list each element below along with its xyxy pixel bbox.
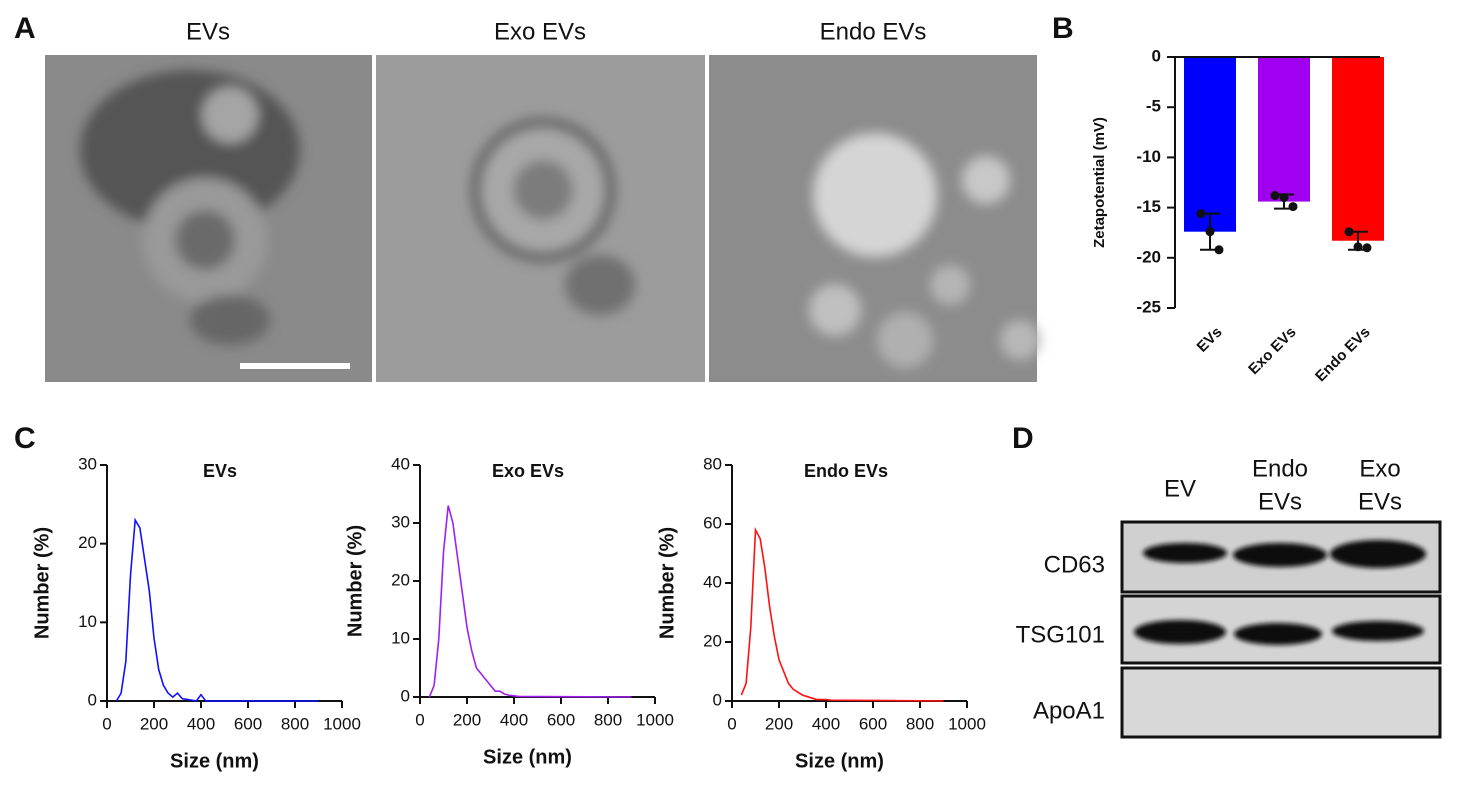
data-point	[1196, 209, 1206, 219]
y-tick-label: 20	[703, 631, 722, 650]
y-tick-label: 40	[703, 572, 722, 591]
x-axis-title: Size (nm)	[170, 750, 259, 772]
x-tick-label: 400	[187, 714, 215, 733]
y-axis-title: Number (%)	[31, 527, 53, 639]
y-axis-title: Zetapotential (mV)	[1091, 117, 1108, 248]
tem-image	[709, 55, 1040, 382]
y-tick-label: 30	[78, 454, 97, 473]
y-axis-title: Number (%)	[656, 527, 678, 639]
image-title: EVs	[186, 18, 230, 45]
x-tick-label: 800	[281, 714, 309, 733]
bar	[1184, 57, 1236, 232]
y-tick-label: 10	[78, 612, 97, 631]
x-tick-label: 0	[102, 714, 111, 733]
y-tick-label: 60	[703, 513, 722, 532]
panel-label: D	[1012, 422, 1034, 455]
x-tick-label: 800	[594, 710, 622, 729]
x-tick-label: Endo EVs	[1312, 324, 1374, 386]
x-tick-label: 600	[547, 710, 575, 729]
y-tick-label: 20	[391, 570, 410, 589]
y-tick-label: 0	[713, 690, 722, 709]
x-tick-label: 400	[812, 714, 840, 733]
lane-label: EVs	[1258, 488, 1302, 515]
y-tick-label: 10	[391, 628, 410, 647]
y-tick-label: 40	[391, 454, 410, 473]
size-distribution-line	[115, 517, 319, 702]
bar	[1258, 57, 1310, 202]
y-tick-label: 0	[401, 686, 410, 705]
data-point	[1205, 227, 1215, 237]
y-tick-label: -10	[1136, 147, 1161, 166]
x-axis-title: Size (nm)	[795, 750, 884, 772]
y-tick-label: 30	[391, 512, 410, 531]
x-tick-label: 0	[727, 714, 736, 733]
x-tick-label: 200	[765, 714, 793, 733]
data-point	[1362, 243, 1372, 253]
x-tick-label: 600	[859, 714, 887, 733]
data-point	[1344, 227, 1354, 237]
protein-label: ApoA1	[1033, 697, 1105, 724]
lane-label: Exo	[1359, 455, 1400, 482]
y-tick-label: -25	[1136, 297, 1161, 316]
image-title: Exo EVs	[494, 18, 586, 45]
y-tick-label: -20	[1136, 247, 1161, 266]
y-tick-label: 0	[88, 690, 97, 709]
chart-title: EVs	[203, 461, 237, 481]
lane-label: Endo	[1252, 455, 1308, 482]
x-tick-label: 200	[453, 710, 481, 729]
x-tick-label: 400	[500, 710, 528, 729]
chart-title: Exo EVs	[492, 461, 564, 481]
x-tick-label: 1000	[948, 714, 986, 733]
data-point	[1214, 245, 1224, 255]
y-tick-label: 80	[703, 454, 722, 473]
x-tick-label: 800	[906, 714, 934, 733]
blot-image	[1120, 520, 1442, 739]
tem-image	[45, 55, 372, 382]
x-tick-label: 1000	[636, 710, 674, 729]
size-distribution-line	[428, 505, 632, 698]
image-title: Endo EVs	[820, 18, 927, 45]
axes	[419, 465, 655, 698]
data-point	[1279, 193, 1289, 203]
bar	[1332, 57, 1384, 241]
axes	[106, 465, 342, 702]
protein-label: CD63	[1044, 551, 1105, 578]
x-tick-label: 1000	[323, 714, 361, 733]
tem-image	[376, 55, 705, 382]
lane-label: EVs	[1358, 488, 1402, 515]
panel-label: B	[1052, 12, 1074, 45]
y-axis-title: Number (%)	[344, 525, 366, 637]
size-distribution-line	[740, 526, 944, 702]
x-tick-label: 600	[234, 714, 262, 733]
lane-label: EV	[1164, 475, 1196, 502]
panel-label: A	[14, 12, 36, 45]
chart-title: Endo EVs	[804, 461, 888, 481]
data-point	[1353, 242, 1363, 252]
y-tick-label: 20	[78, 533, 97, 552]
y-tick-label: -5	[1146, 97, 1161, 116]
x-axis-title: Size (nm)	[483, 746, 572, 768]
y-tick-label: -15	[1136, 197, 1161, 216]
data-point	[1288, 202, 1298, 212]
panel-label: C	[14, 422, 36, 455]
y-tick-label: 0	[1152, 46, 1161, 65]
x-tick-label: EVs	[1194, 324, 1226, 356]
x-tick-label: 200	[140, 714, 168, 733]
protein-label: TSG101	[1016, 621, 1105, 648]
x-tick-label: Exo EVs	[1245, 324, 1299, 378]
data-point	[1270, 191, 1280, 201]
x-tick-label: 0	[415, 710, 424, 729]
